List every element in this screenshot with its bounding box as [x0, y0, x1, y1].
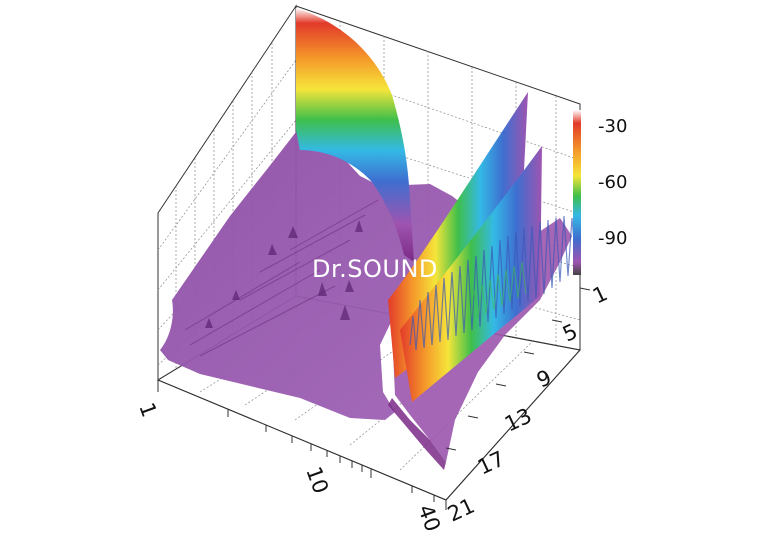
floor-ripples [184, 199, 379, 357]
y-tick-label: 1 [589, 281, 611, 308]
z-tick-label: -60 [598, 172, 627, 193]
x-axis: 1 10 40 [134, 379, 447, 535]
y-tick-label: 9 [533, 365, 555, 392]
y-tick-label: 21 [444, 493, 478, 526]
y-tick-label: 17 [474, 446, 508, 479]
right-edge-rim [388, 398, 446, 470]
x-tick-label: 1 [134, 400, 161, 421]
x-tick-label: 40 [413, 502, 445, 535]
spectral-spikes-green [469, 261, 527, 321]
x-tick-label: 10 [301, 464, 333, 497]
y-tick-label: 13 [501, 403, 535, 436]
color-bar: -30 -60 -90 [573, 110, 627, 275]
z-tick-label: -30 [598, 116, 627, 137]
ridge-curved [296, 8, 414, 262]
y-tick-label: 5 [559, 319, 581, 346]
surface [160, 8, 577, 470]
z-tick-label: -90 [598, 228, 627, 249]
floor-peaks [205, 220, 363, 328]
ridge-diagonal-front [400, 146, 542, 402]
watermark: Dr.SOUND [312, 255, 438, 283]
spectral-spikes [409, 215, 577, 351]
